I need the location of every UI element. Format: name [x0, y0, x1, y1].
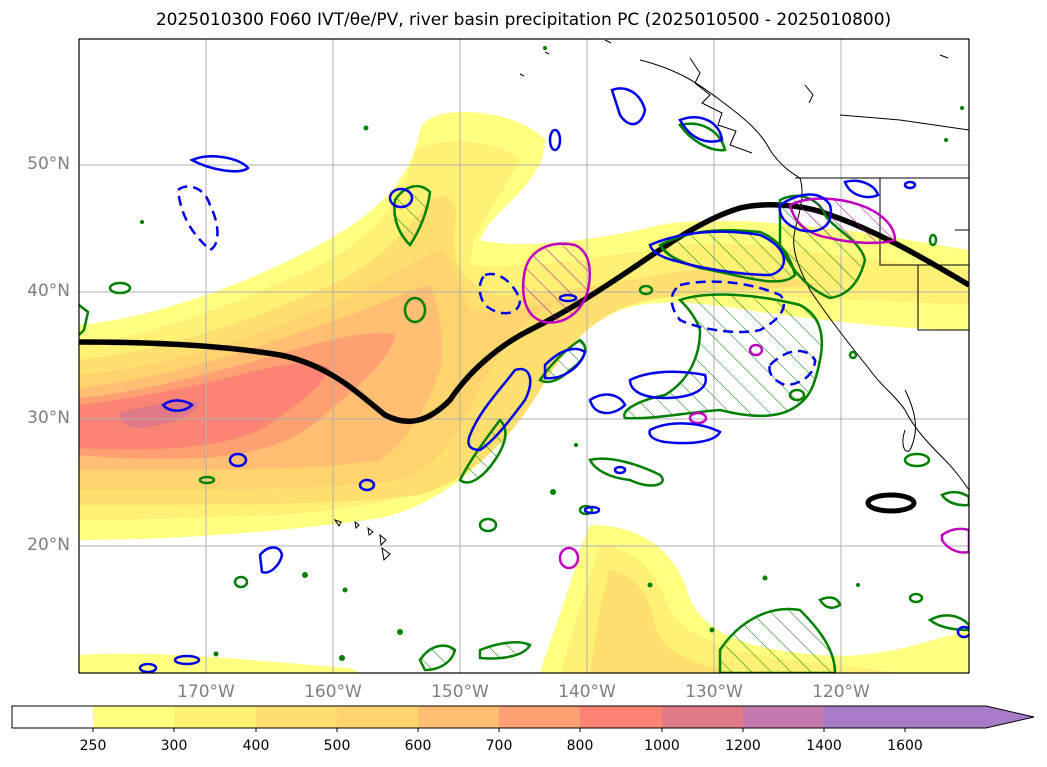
colorbar-swatch-5 — [418, 706, 499, 728]
graticule — [79, 39, 969, 673]
lat-label-40n: 40°N — [27, 281, 70, 301]
colorbar-tick-label: 250 — [79, 738, 107, 754]
lat-label-50n: 50°N — [27, 154, 70, 174]
lon-label-140w: 140°W — [558, 682, 616, 702]
colorbar-swatch-2 — [174, 706, 256, 728]
precip-positive-contours — [79, 122, 969, 673]
colorbar-tick-label: 1600 — [887, 738, 923, 754]
colorbar-tick-label: 700 — [485, 738, 513, 754]
ivt-band-1000 — [119, 401, 200, 428]
precip-small-dots — [140, 46, 964, 661]
colorbar-extend-arrow — [986, 706, 1034, 728]
lon-label-170w: 170°W — [177, 682, 235, 702]
colorbar-tick-label: 1000 — [644, 738, 680, 754]
colorbar-swatch-8 — [662, 706, 743, 728]
lon-label-130w: 130°W — [685, 682, 743, 702]
colorbar-swatch-0 — [12, 706, 93, 728]
colorbar — [11, 705, 1035, 732]
pv-contours — [138, 87, 969, 673]
ivt-south-250 — [79, 653, 360, 673]
colorbar-tick-label: 500 — [323, 738, 351, 754]
colorbar-swatch-10 — [824, 706, 905, 728]
colorbar-swatch-11 — [905, 706, 986, 728]
colorbar-tick-label: 600 — [404, 738, 432, 754]
colorbar-swatch-3 — [256, 706, 337, 728]
colorbar-tick-label: 1400 — [806, 738, 842, 754]
colorbar-tick-label: 800 — [566, 738, 594, 754]
lat-label-20n: 20°N — [27, 535, 70, 555]
theta-e-closed-contour — [865, 492, 917, 514]
colorbar-swatch-9 — [743, 706, 824, 728]
colorbar-tick-label: 300 — [160, 738, 188, 754]
colorbar-swatch-6 — [499, 706, 580, 728]
colorbar-swatch-4 — [337, 706, 418, 728]
lon-label-160w: 160°W — [304, 682, 362, 702]
colorbar-swatch-7 — [580, 706, 662, 728]
colorbar-tick-label: 400 — [242, 738, 270, 754]
colorbar-tick-label: 1200 — [725, 738, 761, 754]
ivt-subtropical-400 — [590, 570, 740, 673]
lat-label-30n: 30°N — [27, 408, 70, 428]
lon-label-150w: 150°W — [431, 682, 489, 702]
map-frame — [78, 38, 970, 674]
map-title: 2025010300 F060 IVT/θe/PV, river basin p… — [155, 10, 892, 30]
colorbar-swatch-1 — [93, 706, 174, 728]
lon-label-120w: 120°W — [812, 682, 870, 702]
